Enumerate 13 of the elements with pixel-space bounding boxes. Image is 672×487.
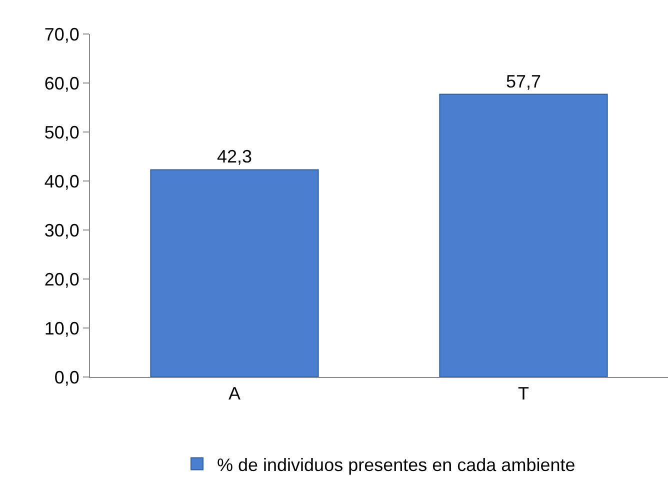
data-label: 57,7 <box>506 71 542 92</box>
y-tick-label: 30,0 <box>44 220 80 240</box>
x-tick-label: T <box>518 384 529 404</box>
y-tick-label: 60,0 <box>44 73 80 94</box>
y-tick-label: 0,0 <box>54 367 80 388</box>
y-tick-label: 20,0 <box>44 269 80 290</box>
y-tick-label: 10,0 <box>44 318 80 338</box>
y-tick-label: 50,0 <box>44 122 80 142</box>
y-tick-label: 70,0 <box>44 24 80 44</box>
legend-label: % de individuos presentes en cada ambiente <box>217 454 576 475</box>
data-label: 42,3 <box>216 146 252 167</box>
x-tick-label: A <box>228 384 241 404</box>
y-tick-label: 40,0 <box>44 171 80 192</box>
